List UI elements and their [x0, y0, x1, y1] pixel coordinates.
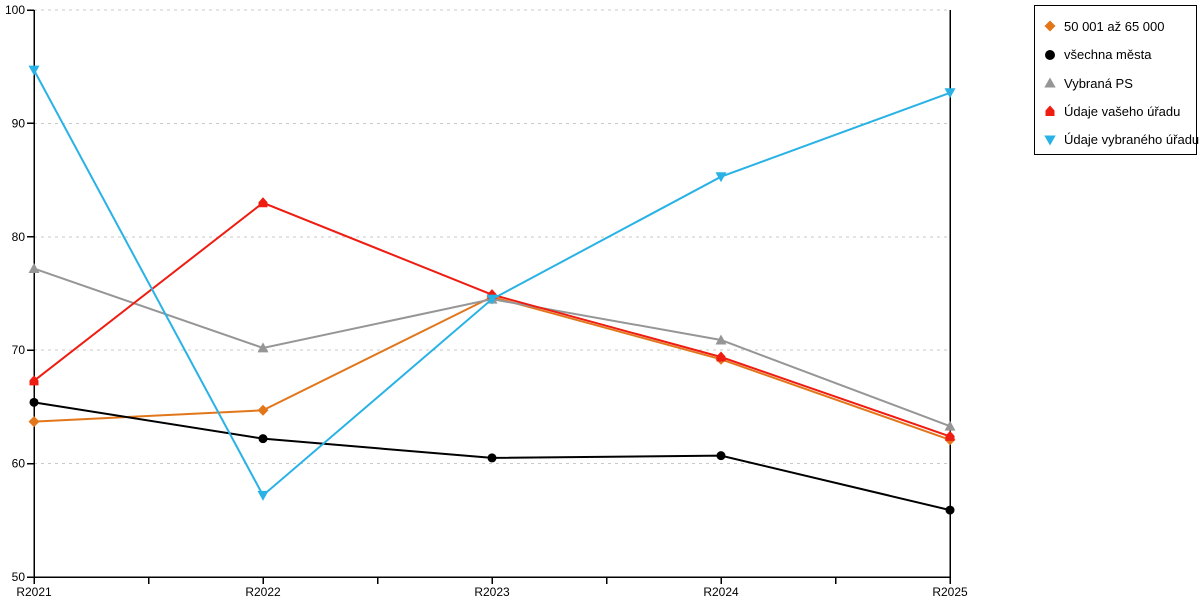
legend-label: Údaje vašeho úřadu [1064, 103, 1181, 119]
pentagon-icon [1045, 105, 1055, 117]
data-point [29, 375, 39, 386]
data-point [487, 453, 497, 463]
x-tick-label: R2022 [245, 585, 281, 599]
data-point [945, 505, 955, 515]
data-point [716, 351, 726, 362]
data-point [257, 490, 269, 501]
y-tick-label: 100 [5, 3, 25, 17]
data-point [258, 434, 268, 444]
diamond-icon [1044, 20, 1056, 32]
circle-icon [1045, 49, 1055, 60]
gridlines [34, 9, 950, 465]
data-point [715, 334, 727, 345]
legend-item: Vybraná PS [1043, 69, 1196, 97]
data-point [28, 65, 40, 76]
legend: 50 001 až 65 000 všechna města Vybraná P… [1034, 5, 1200, 155]
y-tick-label: 70 [12, 343, 26, 357]
series-2 [28, 263, 956, 431]
data-point [715, 172, 727, 183]
data-point [257, 404, 269, 416]
legend-item: Údaje vybraného úřadu [1043, 126, 1200, 154]
data-point [257, 342, 269, 353]
data-point [486, 294, 498, 305]
y-tick-label: 90 [12, 116, 26, 130]
x-tick-label: R2024 [703, 585, 739, 599]
data-point [258, 197, 268, 208]
legend-label: všechna města [1064, 47, 1152, 63]
y-tick-label: 50 [12, 570, 26, 584]
legend-label: Vybraná PS [1064, 75, 1133, 91]
legend-item: Údaje vašeho úřadu [1043, 97, 1196, 125]
legend-label: Údaje vybraného úřadu [1064, 132, 1200, 148]
triangle-up-icon [1044, 77, 1056, 88]
x-tick-label: R2021 [16, 585, 52, 599]
data-point [944, 88, 956, 99]
y-tick-label: 80 [12, 230, 26, 244]
data-point [28, 263, 40, 274]
axes [27, 9, 951, 584]
y-tick-label: 60 [12, 457, 26, 471]
series-4 [28, 65, 956, 501]
legend-item: všechna města [1043, 40, 1196, 68]
data-point [29, 397, 39, 407]
data-point [944, 420, 956, 431]
x-tick-labels: R2021 R2022 R2023 R2024 R2025 [16, 585, 968, 599]
x-tick-label: R2023 [474, 585, 510, 599]
y-tick-labels: 50 60 70 80 90 100 [5, 3, 25, 584]
series-1 [29, 397, 955, 515]
legend-label: 50 001 až 65 000 [1064, 18, 1165, 34]
data-point [28, 416, 40, 428]
triangle-down-icon [1044, 135, 1056, 146]
legend-item: 50 001 až 65 000 [1043, 12, 1196, 40]
data-point [945, 430, 955, 441]
data-point [716, 451, 726, 461]
x-tick-label: R2025 [932, 585, 968, 599]
